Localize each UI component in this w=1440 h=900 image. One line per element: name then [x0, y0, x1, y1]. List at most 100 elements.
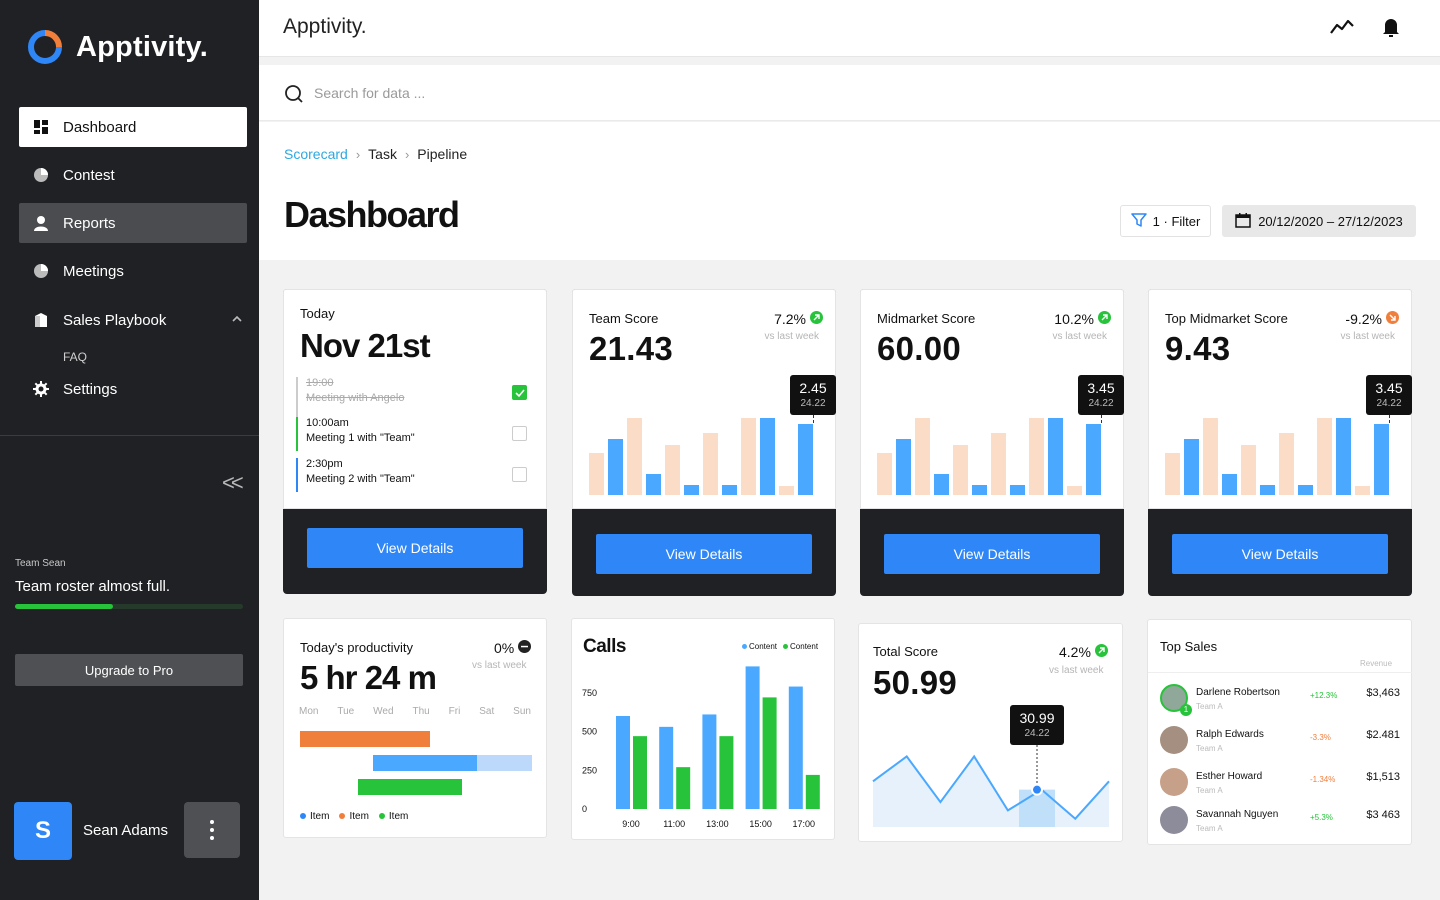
sidebar-item-dashboard[interactable]: Dashboard — [19, 107, 247, 147]
y-tick-label: 250 — [582, 765, 597, 775]
vs-label: vs last week — [1049, 665, 1104, 676]
today-card-body: Today Nov 21st 19:00 Meeting with Angelo… — [283, 289, 547, 509]
bar — [798, 424, 813, 495]
y-tick-label: 0 — [582, 804, 587, 814]
revenue-column-header: Revenue — [1360, 659, 1393, 668]
change-value: 0% — [494, 640, 515, 656]
topbar: Apptivity. — [259, 0, 1440, 57]
sidebar-subitem-faq[interactable]: FAQ — [63, 350, 88, 364]
sales-row[interactable]: Savannah Nguyen Team A +5.3% $3 463 — [1148, 800, 1412, 840]
timeslot-time: 2:30pm — [306, 458, 343, 470]
timeslot-desc: Meeting 1 with "Team" — [306, 432, 415, 444]
sales-row[interactable]: Esther Howard Team A -1.34% $1,513 — [1148, 762, 1412, 802]
avatar — [1160, 726, 1188, 754]
gantt-bar-green — [358, 779, 462, 795]
user-name: Sean Adams — [83, 822, 169, 839]
sales-revenue: $3 463 — [1366, 809, 1400, 821]
calls-bar — [762, 697, 777, 809]
bar — [1029, 418, 1044, 495]
avatar[interactable]: S — [14, 802, 72, 860]
breadcrumb-item[interactable]: Scorecard — [284, 146, 348, 162]
sidebar-item-reports[interactable]: Reports — [19, 203, 247, 243]
logo[interactable]: Apptivity. — [28, 30, 208, 64]
checkbox[interactable] — [512, 426, 527, 441]
bar — [1298, 485, 1313, 495]
score-label: Midmarket Score — [877, 311, 976, 326]
highlight-point[interactable] — [1031, 783, 1043, 796]
total-score-chart — [872, 745, 1110, 827]
sales-revenue: $1,513 — [1366, 771, 1400, 783]
sales-change: +12.3% — [1310, 691, 1338, 700]
calls-bar — [659, 726, 674, 809]
activity-icon[interactable] — [1330, 18, 1354, 41]
chart-tooltip: 3.45 24.22 — [1078, 375, 1124, 415]
pie-chart-icon — [33, 167, 49, 183]
date-range-label: 20/12/2020 – 27/12/2023 — [1258, 213, 1403, 229]
avatar — [1160, 768, 1188, 796]
bar — [1279, 433, 1294, 495]
bar — [627, 418, 642, 495]
view-details-button[interactable]: View Details — [1172, 534, 1388, 574]
more-options-button[interactable] — [184, 802, 240, 858]
date-range-button[interactable]: 20/12/2020 – 27/12/2023 — [1222, 205, 1416, 237]
tooltip-sub: 24.22 — [1024, 728, 1050, 739]
timeslot: 2:30pm Meeting 2 with "Team" — [296, 458, 415, 492]
sidebar-item-meetings[interactable]: Meetings — [19, 251, 247, 291]
sales-change: -1.34% — [1310, 775, 1336, 784]
chevron-up-icon[interactable] — [231, 312, 243, 329]
sales-team: Team A — [1196, 744, 1223, 753]
sales-name: Ralph Edwards — [1196, 729, 1264, 740]
score-bar-chart — [877, 415, 1101, 495]
bar — [760, 418, 775, 495]
bar — [1165, 453, 1180, 495]
y-tick-label: 500 — [582, 727, 597, 737]
score-value: 21.43 — [589, 330, 674, 367]
top-sales-card: Top Sales Revenue 1 Darlene Robertson Te… — [1147, 619, 1412, 845]
weekday: Wed — [373, 706, 394, 717]
bar — [934, 474, 949, 495]
breadcrumb-item[interactable]: Task — [368, 146, 397, 162]
upgrade-button[interactable]: Upgrade to Pro — [15, 654, 243, 686]
weekday-labels: Mon Tue Wed Thu Fri Sat Sun — [299, 706, 531, 717]
sidebar-item-settings[interactable]: Settings — [19, 369, 247, 409]
sidebar-item-label: Sales Playbook — [63, 311, 167, 329]
search-input[interactable] — [314, 83, 814, 103]
page-title: Dashboard — [284, 194, 460, 235]
today-label: Today — [300, 306, 335, 321]
bar — [1067, 486, 1082, 495]
checkbox[interactable] — [512, 467, 527, 482]
sales-name: Darlene Robertson — [1196, 687, 1280, 698]
bar — [722, 485, 737, 495]
score-card: Midmarket Score 60.00 10.2% vs last week… — [860, 289, 1124, 596]
search-bar — [259, 65, 1440, 121]
logo-icon — [28, 30, 62, 64]
bar — [1048, 418, 1063, 495]
total-score-change: 4.2% — [1059, 644, 1108, 660]
team-label: Team Sean — [15, 558, 66, 569]
sales-row[interactable]: Ralph Edwards Team A -3.3% $2.481 — [1148, 720, 1412, 760]
calls-chart: 0 250 500 750 9:00 11:00 13:00 15:00 17:00 — [582, 666, 820, 829]
sidebar-item-label: Reports — [63, 214, 116, 232]
sidebar: Apptivity. Dashboard Contest Reports Mee… — [0, 0, 259, 900]
view-details-button[interactable]: View Details — [884, 534, 1100, 574]
change-value: -9.2% — [1345, 311, 1382, 327]
bar — [1010, 485, 1025, 495]
view-details-button[interactable]: View Details — [596, 534, 812, 574]
filter-icon — [1130, 212, 1147, 231]
gantt-bar-blue — [373, 755, 477, 771]
bell-icon[interactable] — [1382, 17, 1400, 42]
view-details-button[interactable]: View Details — [307, 528, 523, 568]
productivity-label: Today's productivity — [300, 640, 414, 655]
change-value: 4.2% — [1059, 644, 1091, 660]
chart-tooltip: 30.99 24.22 — [1010, 705, 1064, 745]
weekday: Sat — [479, 706, 495, 717]
filter-button[interactable]: 1 · Filter — [1120, 205, 1211, 237]
top-sales-title: Top Sales — [1160, 639, 1218, 654]
pie-chart-icon — [33, 263, 49, 279]
sidebar-item-sales-playbook[interactable]: Sales Playbook — [19, 300, 247, 340]
breadcrumb-item[interactable]: Pipeline — [417, 146, 468, 162]
sales-row[interactable]: 1 Darlene Robertson Team A +12.3% $3,463 — [1148, 678, 1412, 718]
collapse-sidebar-icon[interactable]: << — [222, 470, 244, 495]
checkbox-checked[interactable] — [512, 385, 527, 400]
sidebar-item-contest[interactable]: Contest — [19, 155, 247, 195]
